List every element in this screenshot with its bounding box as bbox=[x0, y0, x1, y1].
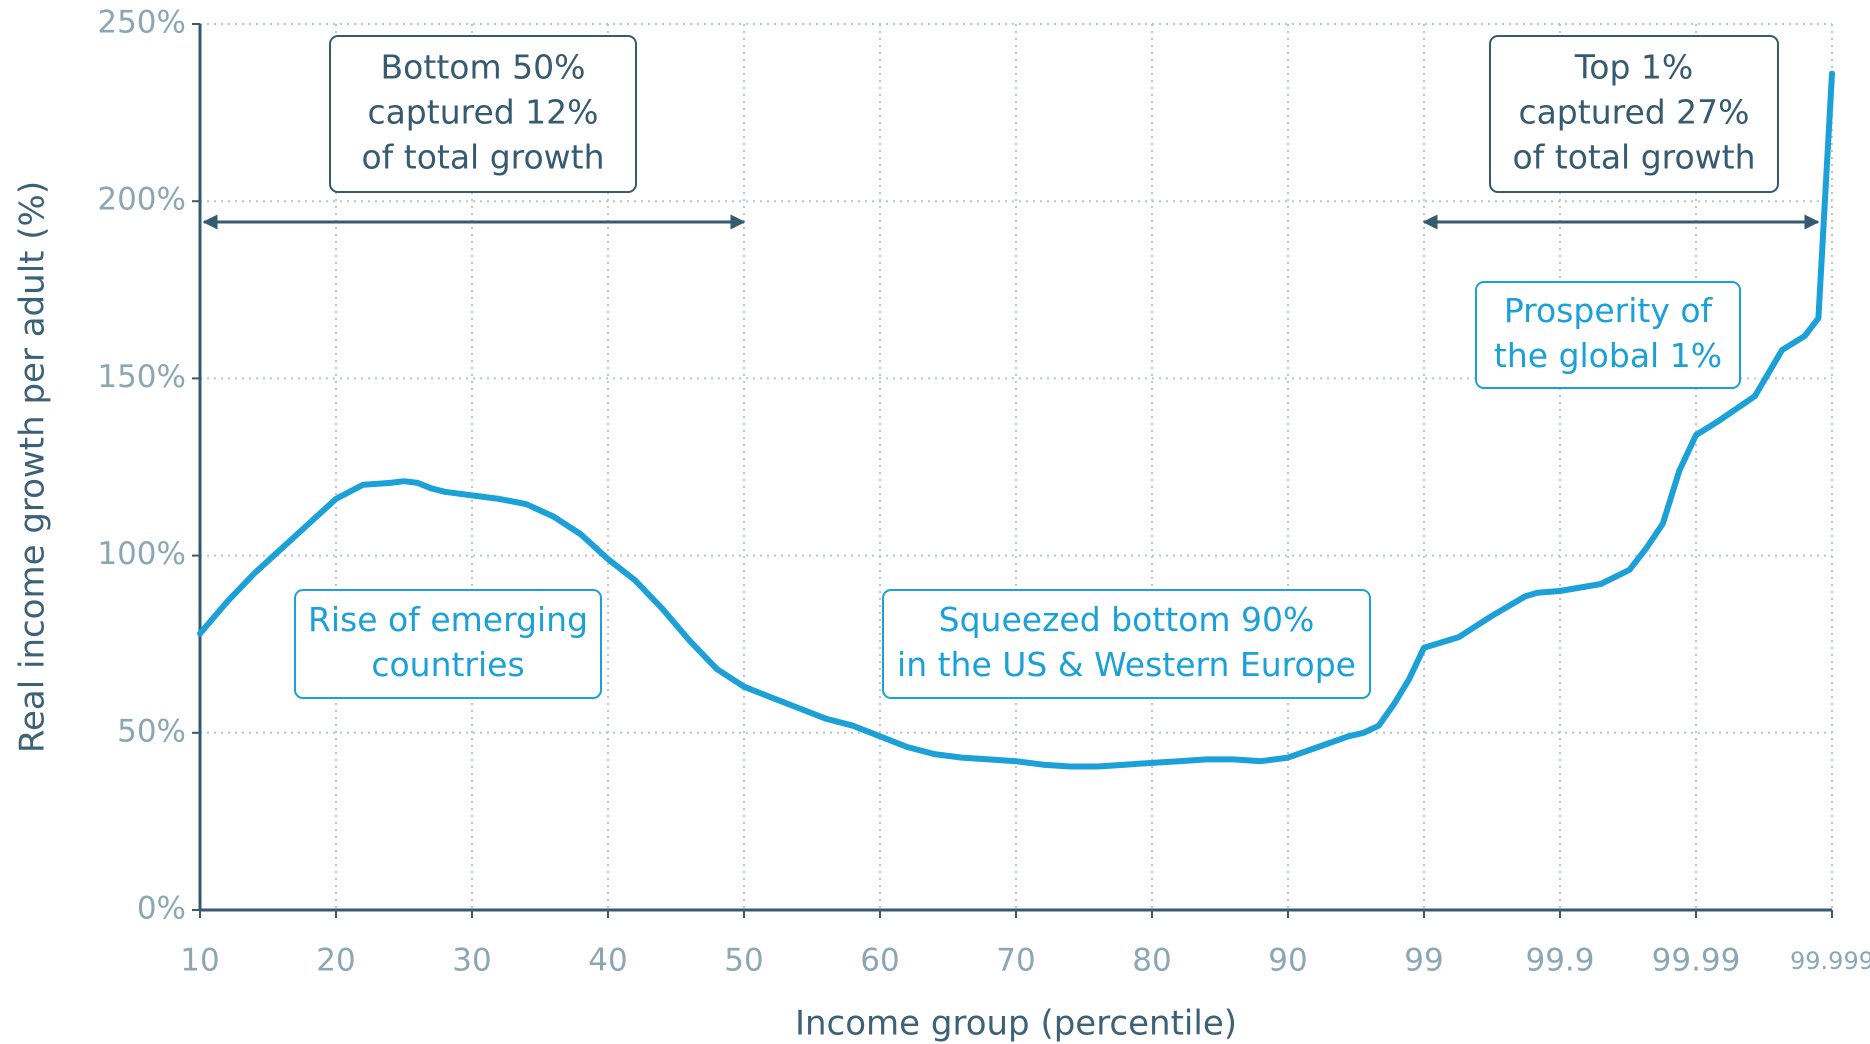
annotation-text: captured 27% bbox=[1518, 93, 1749, 132]
y-tick-label: 100% bbox=[97, 536, 186, 572]
x-axis-title: Income group (percentile) bbox=[795, 1004, 1237, 1044]
annotation-box bbox=[329, 35, 637, 193]
x-tick-label: 40 bbox=[588, 943, 627, 979]
annotation: Squeezed bottom 90% in the US & Western E… bbox=[882, 589, 1371, 699]
annotation-box bbox=[1475, 281, 1741, 389]
y-axis-title: Real income growth per adult (%) bbox=[13, 181, 53, 753]
x-tick-label: 20 bbox=[316, 943, 355, 979]
annotation: Top 1% captured 27% of total growth bbox=[1489, 35, 1779, 193]
x-tick-label: 80 bbox=[1132, 943, 1171, 979]
x-tick-label: 99.999 bbox=[1790, 947, 1870, 975]
x-tick-label: 30 bbox=[452, 943, 491, 979]
annotation-text: the global 1% bbox=[1494, 336, 1722, 375]
x-tick-label: 60 bbox=[860, 943, 899, 979]
y-tick-label: 50% bbox=[117, 713, 186, 749]
annotation-text: Squeezed bottom 90% bbox=[939, 600, 1315, 639]
annotation-box bbox=[882, 589, 1371, 699]
y-tick-label: 250% bbox=[97, 5, 186, 41]
annotation-text: in the US & Western Europe bbox=[897, 645, 1356, 684]
annotation-text: Top 1% bbox=[1574, 48, 1694, 87]
y-tick-label: 150% bbox=[97, 359, 186, 395]
x-tick-label: 99 bbox=[1404, 943, 1443, 979]
x-tick-label: 70 bbox=[996, 943, 1035, 979]
annotation-text: countries bbox=[371, 645, 524, 684]
line bbox=[197, 70, 1835, 770]
annotation: Bottom 50% captured 12% of total growth bbox=[329, 35, 637, 193]
y-tick-label: 200% bbox=[97, 182, 186, 218]
annotation-box bbox=[1489, 35, 1779, 193]
annotation-text: Rise of emerging bbox=[308, 600, 588, 639]
x-tick-label: 10 bbox=[180, 943, 219, 979]
x-tick-label: 99.9 bbox=[1525, 943, 1594, 979]
annotation-text: Bottom 50% bbox=[381, 48, 586, 87]
annotation-box bbox=[294, 589, 602, 699]
annotation-text: captured 12% bbox=[367, 93, 598, 132]
x-tick-label: 90 bbox=[1268, 943, 1307, 979]
x-tick-label: 99.99 bbox=[1652, 943, 1741, 979]
annotation-text: of total growth bbox=[361, 138, 604, 177]
annotation-text: Prosperity of bbox=[1504, 291, 1714, 330]
annotation: Prosperity of the global 1% bbox=[1475, 281, 1741, 389]
annotation-text: of total growth bbox=[1512, 138, 1755, 177]
y-tick-label: 0% bbox=[137, 891, 186, 927]
annotation: Rise of emerging countries bbox=[294, 589, 602, 699]
x-tick-label: 50 bbox=[724, 943, 763, 979]
